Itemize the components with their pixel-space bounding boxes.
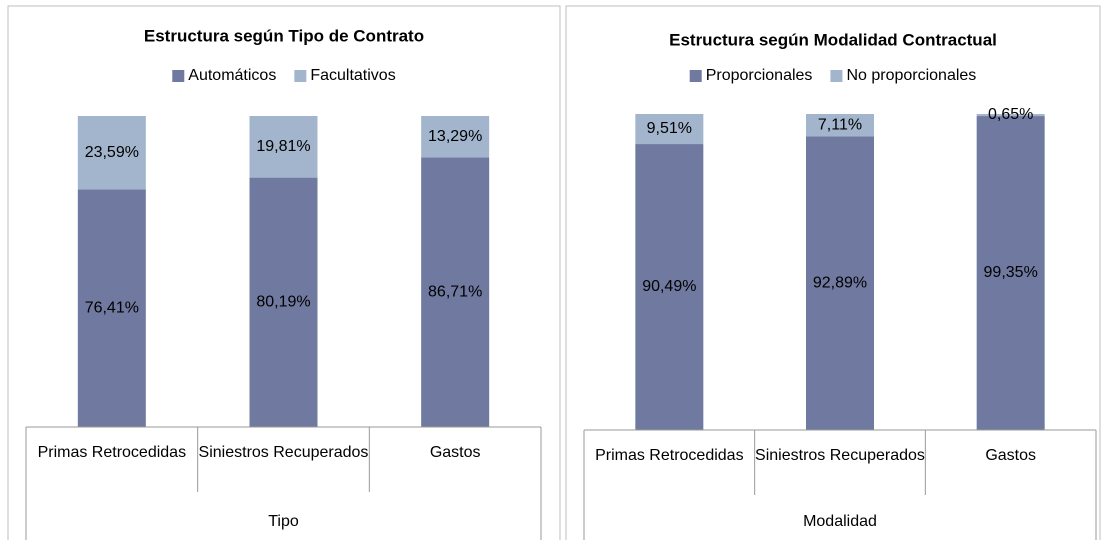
x-tick-label-box: Siniestros Recuperados bbox=[755, 447, 925, 464]
bar-segment bbox=[976, 114, 1045, 117]
x-tick-label-box: Siniestros Recuperados bbox=[198, 444, 369, 461]
legend: Automáticos Facultativos bbox=[172, 67, 396, 84]
chart-title: Estructura según Modalidad Contractual bbox=[669, 30, 997, 49]
data-label: 90,49% bbox=[642, 278, 696, 295]
x-tick-label: Gastos bbox=[429, 444, 481, 461]
legend-label: Automáticos bbox=[188, 67, 276, 84]
bar-segment bbox=[421, 116, 490, 158]
legend-swatch bbox=[294, 70, 307, 82]
chart-frame bbox=[7, 5, 561, 540]
data-label: 7,11% bbox=[818, 116, 862, 133]
legend-swatch bbox=[689, 70, 702, 82]
x-tick-label-box: Gastos bbox=[985, 447, 1036, 464]
data-label: 80,19% bbox=[256, 294, 310, 311]
x-tick-label-box: Gastos bbox=[429, 444, 481, 461]
x-tick-label: Siniestros Recuperados bbox=[755, 447, 925, 464]
data-label: 76,41% bbox=[85, 299, 139, 316]
data-label: 9,51% bbox=[647, 120, 692, 137]
data-label: 23,59% bbox=[85, 144, 139, 161]
bar-segment bbox=[77, 116, 146, 190]
bar-segment bbox=[421, 157, 490, 427]
bar-segment bbox=[976, 116, 1045, 430]
bar-segment bbox=[806, 114, 874, 137]
chart-frame bbox=[565, 5, 1101, 540]
data-label: 92,89% bbox=[813, 274, 867, 291]
legend-swatch bbox=[830, 70, 843, 82]
x-axis-title: Tipo bbox=[268, 513, 299, 530]
x-tick-label: Primas Retrocedidas bbox=[37, 444, 187, 461]
legend-label: Facultativos bbox=[310, 67, 395, 84]
data-label: 0,65% bbox=[988, 106, 1033, 123]
legend: Proporcionales No proporcionales bbox=[689, 67, 976, 84]
data-label: 13,29% bbox=[428, 128, 482, 145]
bar-segment bbox=[806, 136, 874, 431]
bar-segment bbox=[249, 177, 318, 427]
x-axis-title: Modalidad bbox=[803, 513, 877, 530]
bar-segment bbox=[77, 189, 146, 427]
x-tick-label-box: Primas Retrocedidas bbox=[37, 444, 187, 461]
x-tick-label: Gastos bbox=[985, 447, 1036, 464]
chart-title: Estructura según Tipo de Contrato bbox=[144, 26, 424, 45]
legend-label: Proporcionales bbox=[706, 67, 813, 84]
chart: Estructura según Tipo de Contrato Automát… bbox=[7, 5, 561, 540]
bar-segment bbox=[635, 114, 704, 145]
legend-label: No proporcionales bbox=[846, 67, 976, 84]
bar-segment bbox=[635, 144, 704, 430]
bar-segment bbox=[249, 116, 318, 178]
legend-swatch bbox=[172, 70, 185, 82]
x-tick-label: Siniestros Recuperados bbox=[198, 444, 369, 461]
data-label: 19,81% bbox=[256, 138, 310, 155]
chart: Estructura según Modalidad Contractual Pr… bbox=[565, 5, 1101, 540]
x-tick-label: Primas Retrocedidas bbox=[595, 447, 744, 464]
x-tick-label-box: Primas Retrocedidas bbox=[595, 447, 744, 464]
data-label: 99,35% bbox=[984, 264, 1038, 281]
data-label: 86,71% bbox=[428, 283, 482, 300]
